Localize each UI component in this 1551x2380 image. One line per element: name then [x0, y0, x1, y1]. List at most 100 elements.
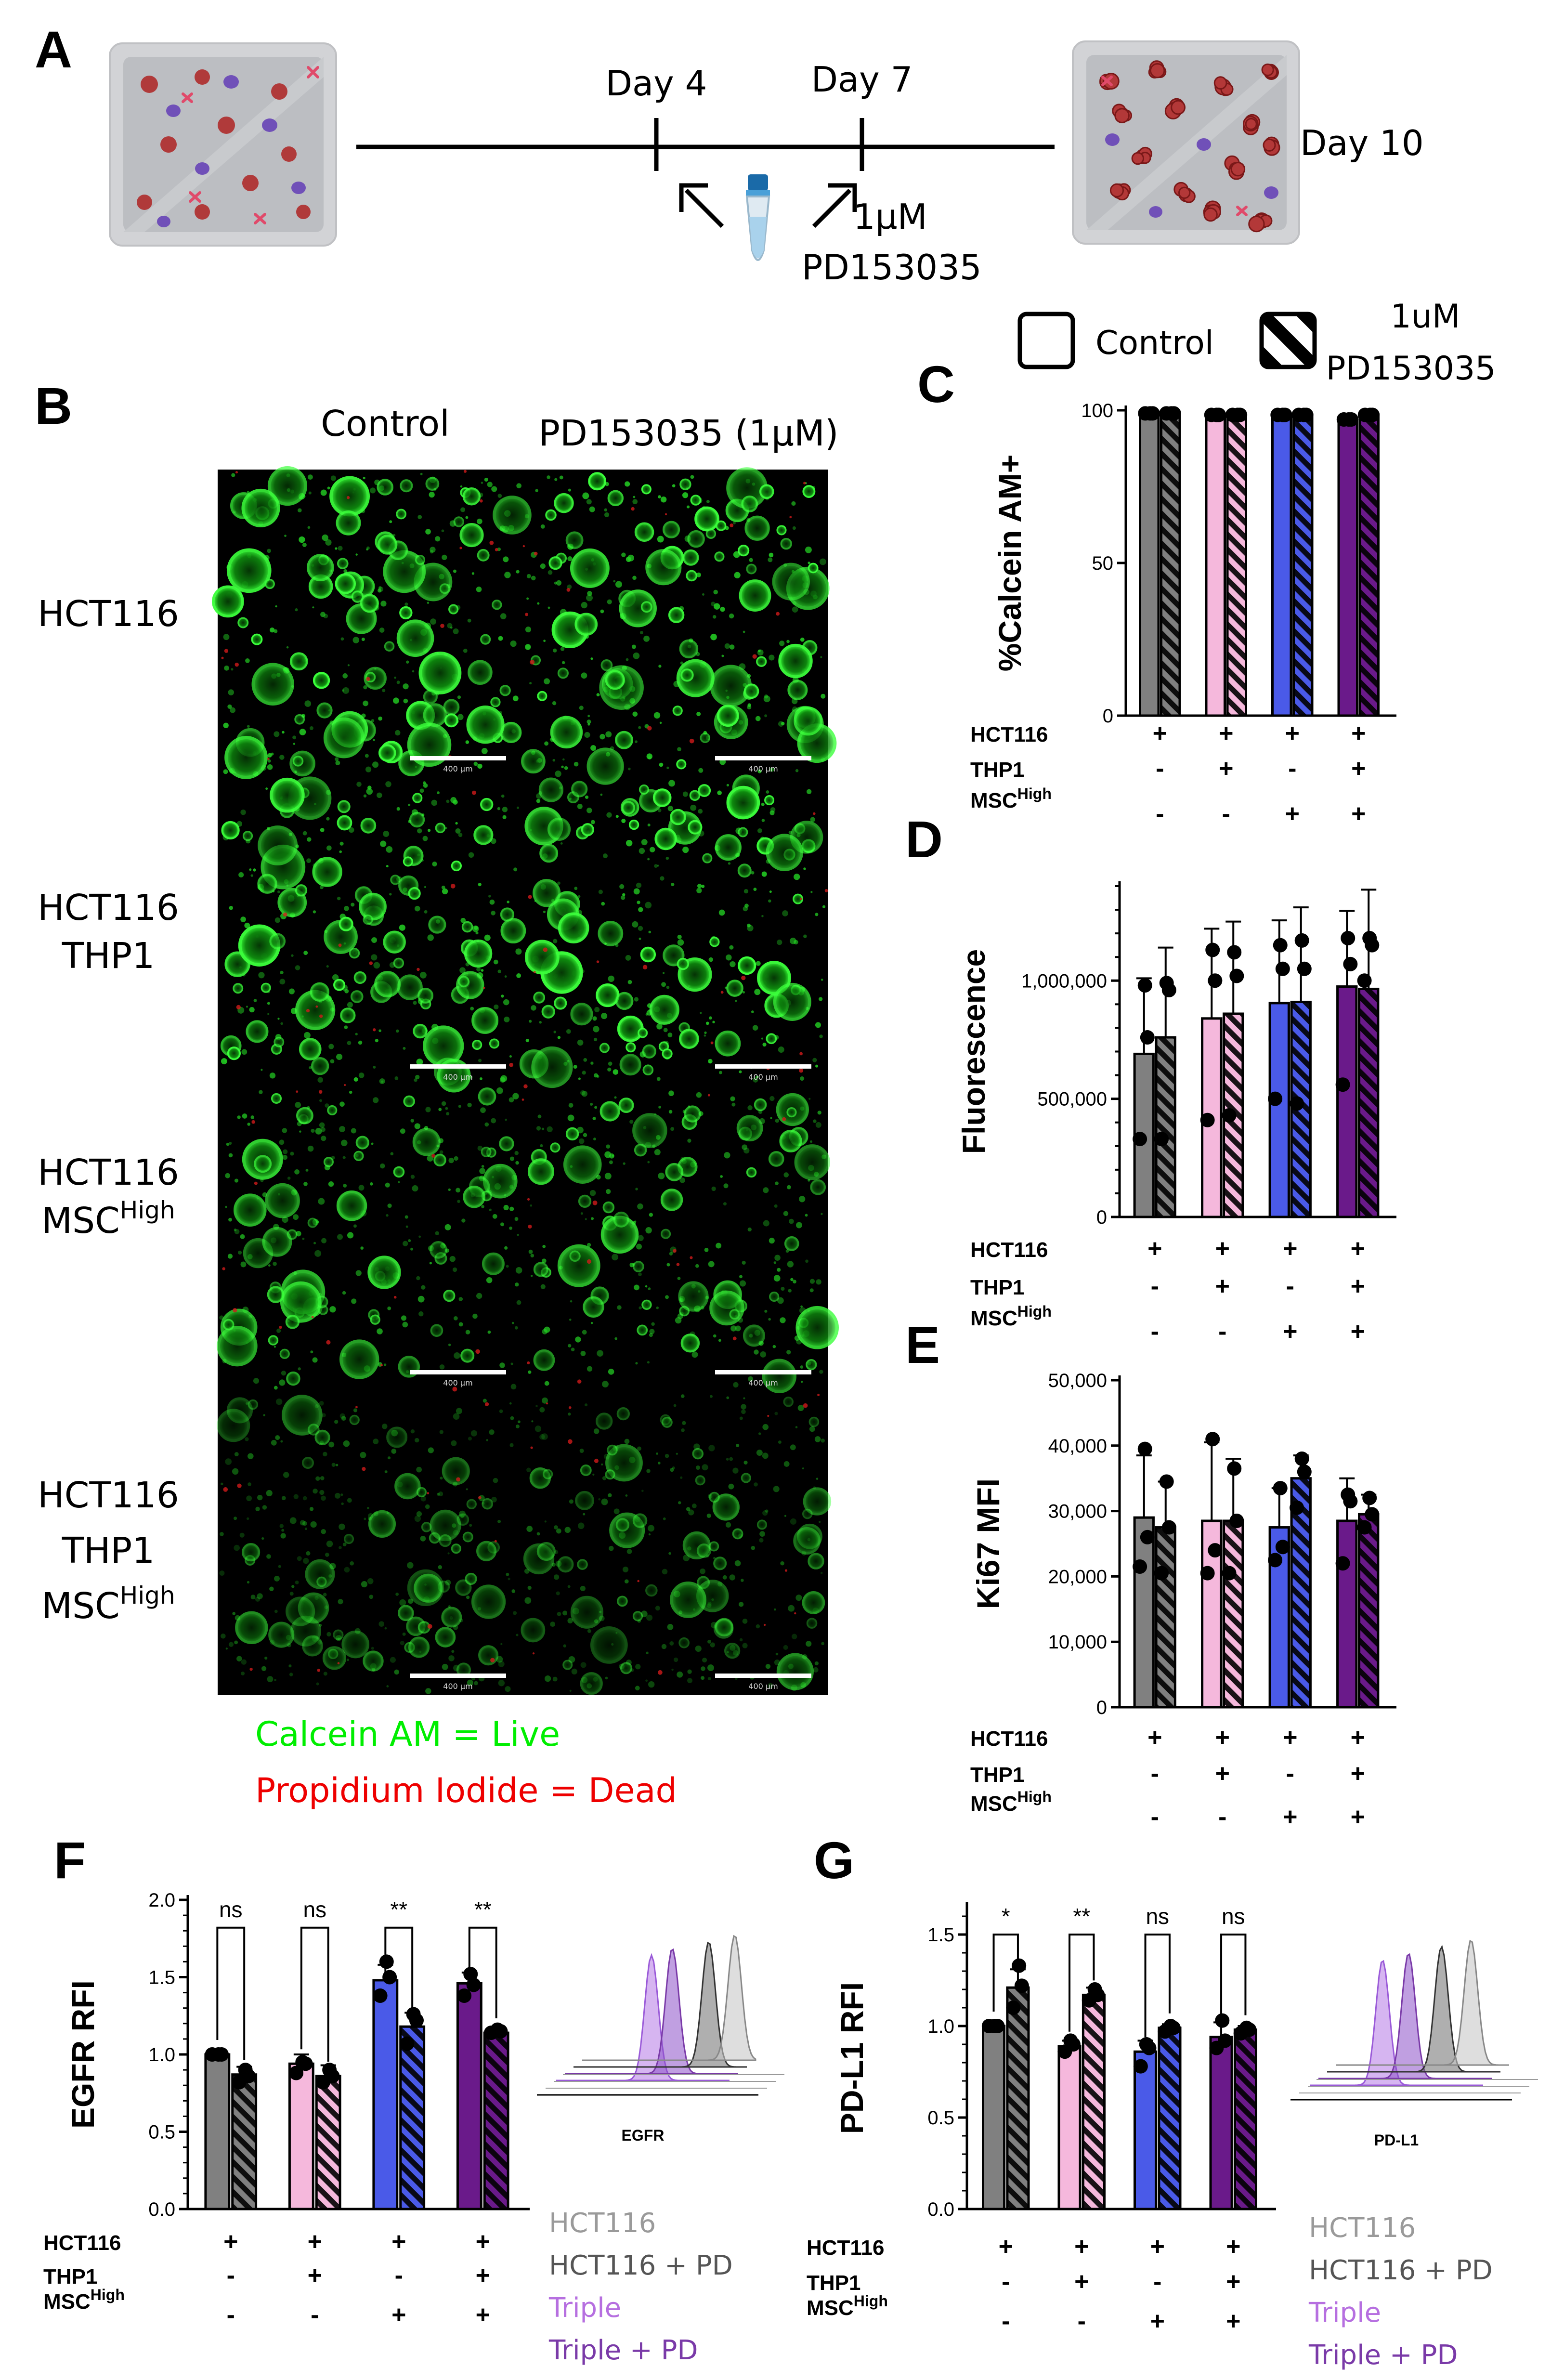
group-sign: +: [1219, 755, 1233, 783]
row-label: MSCHigh: [41, 1582, 175, 1627]
group-sign: +: [1283, 1724, 1297, 1752]
microscopy-tile: 400 μm: [220, 776, 526, 1093]
data-point: [1335, 1556, 1350, 1571]
spheroid-cell: [1263, 138, 1276, 152]
spheroid-cell: [1261, 63, 1274, 77]
group-sign: +: [476, 2228, 490, 2256]
data-point: [1143, 406, 1158, 421]
row-label: MSCHigh: [41, 1196, 175, 1242]
data-point: [1215, 2013, 1230, 2028]
y-tick-label: 1.0: [148, 2044, 175, 2066]
group-sign: +: [1074, 2233, 1089, 2261]
spheroid-cell: [1102, 73, 1120, 90]
group-sign: +: [1150, 2307, 1165, 2335]
data-point: [1200, 1566, 1215, 1581]
group-sign: +: [1215, 1235, 1230, 1263]
group-row-label: THP1: [43, 2265, 97, 2288]
y-tick-label: 40,000: [1048, 1436, 1107, 1457]
group-sign: +: [1147, 1724, 1162, 1752]
y-axis-label: %Calcein AM+: [992, 455, 1028, 672]
panel-label-a: A: [35, 20, 72, 78]
spheroid-cell: [1230, 161, 1246, 177]
bar-hatch: [1083, 1995, 1105, 2209]
data-point: [1137, 978, 1152, 993]
group-sign: +: [1283, 1803, 1297, 1831]
microscopy-tile: 400 μm: [521, 1084, 839, 1393]
y-tick-label: 100: [1081, 400, 1113, 421]
data-point: [1342, 412, 1356, 427]
bar-control: [1336, 1519, 1358, 1709]
group-sign: -: [1151, 1272, 1159, 1300]
group-sign: +: [1351, 719, 1366, 747]
data-point: [1205, 1432, 1220, 1447]
y-tick-label: 0: [1096, 1207, 1107, 1228]
group-sign: -: [311, 2301, 319, 2329]
legend: Control 1uM PD153035: [1017, 298, 1496, 388]
group-sign: +: [1219, 719, 1233, 747]
data-point: [1341, 1487, 1355, 1502]
y-tick-label: 0: [1096, 1697, 1107, 1718]
data-point: [382, 1970, 397, 1985]
group-sign: +: [1283, 1318, 1297, 1346]
spheroid-cell: [1203, 207, 1218, 222]
data-point: [238, 2063, 253, 2078]
significance-label: ns: [1222, 1904, 1245, 1929]
group-sign: +: [1351, 800, 1366, 828]
significance-label: **: [390, 1897, 407, 1922]
group-row-label: MSCHigh: [807, 2292, 888, 2320]
y-tick-label: 1,000,000: [1021, 970, 1107, 992]
data-point: [1229, 1513, 1244, 1528]
row-label: HCT116: [38, 1475, 179, 1516]
y-tick-label: 30,000: [1048, 1501, 1107, 1522]
bar-control: [288, 2062, 314, 2210]
column-label-control: Control: [321, 403, 450, 445]
data-point: [1087, 1982, 1102, 1997]
data-point: [1294, 1451, 1309, 1466]
group-row-label: MSCHigh: [970, 1788, 1052, 1816]
panel-label-g: G: [814, 1831, 854, 1889]
data-point: [466, 1977, 481, 1992]
significance-label: ns: [303, 1897, 326, 1922]
group-sign: +: [1351, 755, 1366, 783]
significance-bracket: [384, 1926, 414, 2013]
data-point: [1273, 938, 1288, 953]
y-tick-label: 50: [1092, 553, 1114, 574]
histogram-curve: [582, 1935, 756, 2061]
histogram-curve: [1318, 1953, 1492, 2079]
significance-bracket: [1069, 1934, 1095, 2032]
spheroid-cell: [1245, 118, 1257, 131]
y-tick-label: 1.5: [927, 1924, 954, 1946]
data-point: [1290, 1096, 1304, 1111]
data-point: [463, 1967, 478, 1982]
bar-hatch: [400, 2027, 424, 2209]
data-point: [1363, 407, 1378, 422]
data-point: [1335, 1077, 1350, 1092]
bar-hatch: [1159, 2027, 1180, 2209]
data-point: [1012, 1958, 1027, 1973]
bar-control: [1209, 2036, 1233, 2210]
y-tick-label: 0.0: [148, 2199, 175, 2220]
group-sign: +: [391, 2228, 406, 2256]
scale-bar-label: 400 μm: [748, 764, 778, 773]
y-tick-label: 0.5: [148, 2122, 175, 2143]
group-sign: -: [395, 2262, 403, 2289]
scale-bar-label: 400 μm: [443, 1072, 472, 1082]
group-sign: -: [1078, 2307, 1086, 2335]
chart-calcein: 0 50 100 %Calcein AM+ HCT116 + + + + THP1 - + - + MSCH…: [970, 400, 1396, 828]
scale-bar-label: 400 μm: [443, 1682, 472, 1691]
data-point: [1297, 1465, 1312, 1479]
spheroid-cell: [1213, 76, 1227, 90]
significance-label: **: [1073, 1904, 1090, 1929]
group-row-label: MSCHigh: [970, 785, 1052, 812]
legend-label-treated-dose: 1uM: [1390, 298, 1460, 336]
bar-hatch: [1161, 413, 1180, 716]
row-label: HCT116: [38, 1152, 179, 1193]
data-point: [457, 1988, 472, 2003]
group-row-label: HCT116: [807, 2236, 884, 2260]
data-point: [1227, 945, 1242, 960]
significance-label: **: [474, 1897, 492, 1922]
group-sign: +: [1215, 1760, 1230, 1788]
data-point: [1161, 1520, 1176, 1535]
group-row-label: MSCHigh: [43, 2286, 125, 2314]
